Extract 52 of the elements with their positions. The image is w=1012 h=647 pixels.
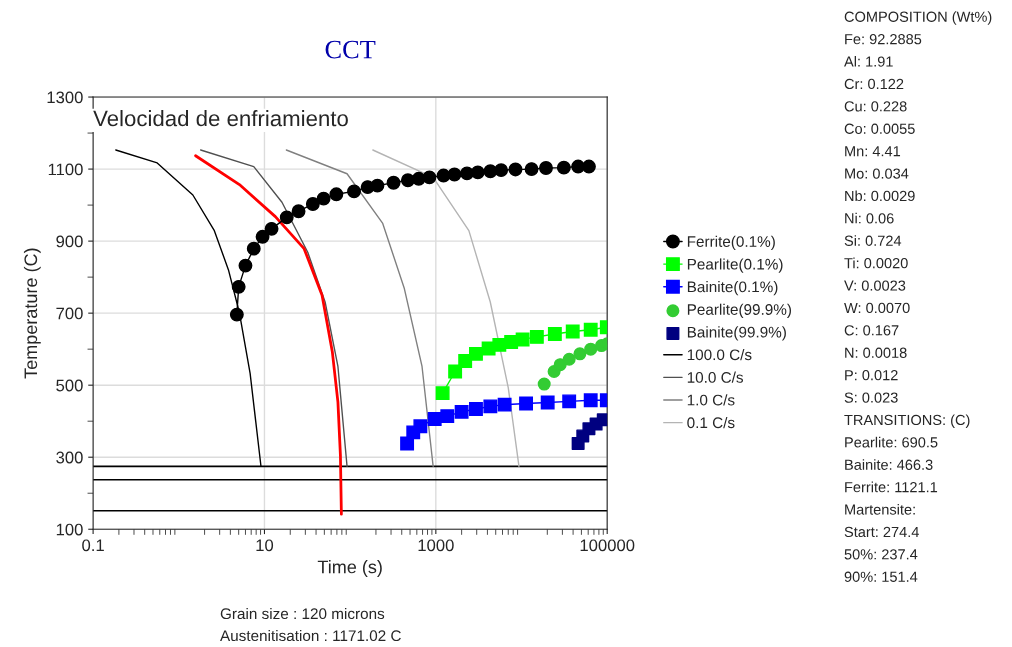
y-axis-title: Temperature (C): [23, 248, 41, 379]
text: Nb: 0.0029: [845, 190, 915, 202]
y-tick-label: 900: [56, 235, 83, 248]
y-tick-label: 1100: [48, 163, 83, 176]
text: Cr: 0.122: [844, 78, 904, 90]
text: C: 0.167: [844, 325, 899, 336]
text: Fe: 92.2885: [845, 33, 922, 45]
text: Start: 274.4: [844, 526, 919, 538]
text: Pearlite: 690.5: [845, 436, 938, 448]
text: V: 0.0023: [844, 280, 906, 291]
legend-label: Bainite(99.9%): [687, 326, 786, 341]
annotation: Velocidad de enfriamiento: [93, 110, 348, 127]
text: N: 0.0018: [845, 347, 907, 358]
x-tick-label: 10: [256, 539, 274, 552]
text: S: 0.023: [844, 392, 898, 403]
x-tick-label: 1000: [418, 539, 454, 552]
text: Austenitisation : 1171.02 C: [220, 629, 401, 642]
legend-label: Pearlite(0.1%): [687, 258, 783, 273]
legend-label: Pearlite(99.9%): [687, 303, 792, 318]
text: P: 0.012: [845, 369, 898, 381]
y-tick-label: 700: [56, 307, 83, 320]
legend-label: Ferrite(0.1%): [687, 235, 775, 250]
text: Cu: 0.228: [844, 101, 907, 112]
legend-label: 0.1 C/s: [687, 416, 735, 429]
text: Co: 0.0055: [844, 123, 915, 134]
x-axis-title: Time (s): [317, 560, 382, 577]
x-tick-label: 0.1: [82, 539, 104, 552]
y-tick-label: 500: [56, 379, 83, 392]
text: COMPOSITION (Wt%): [844, 11, 992, 25]
chart-title: CCT: [325, 40, 376, 59]
text: 90%: 151.4: [844, 571, 918, 582]
x-tick-label: 100000: [580, 539, 635, 552]
legend-label: 10.0 C/s: [687, 371, 744, 383]
text: Al: 1.91: [844, 56, 893, 67]
y-tick-label: 100: [56, 523, 83, 536]
y-tick-label: 1300: [47, 91, 83, 104]
y-tick-label: 300: [56, 451, 83, 464]
text: Bainite: 466.3: [845, 459, 933, 470]
text: Si: 0.724: [844, 235, 902, 246]
text: Martensite:: [845, 504, 915, 515]
text: Grain size : 120 microns: [220, 607, 385, 620]
text: Ni: 0.06: [845, 212, 894, 224]
text: Mn: 4.41: [845, 146, 901, 157]
text: Mo: 0.034: [845, 168, 909, 179]
text: TRANSITIONS: (C): [844, 414, 970, 428]
text: Ferrite: 1121.1: [845, 481, 938, 493]
legend-label: 100.0 C/s: [687, 348, 752, 361]
text: W: 0.0070: [844, 302, 910, 314]
text: Ti: 0.0020: [844, 257, 908, 269]
legend-label: 1.0 C/s: [687, 394, 735, 406]
legend-label: Bainite(0.1%): [687, 281, 778, 296]
text: 50%: 237.4: [844, 549, 918, 560]
